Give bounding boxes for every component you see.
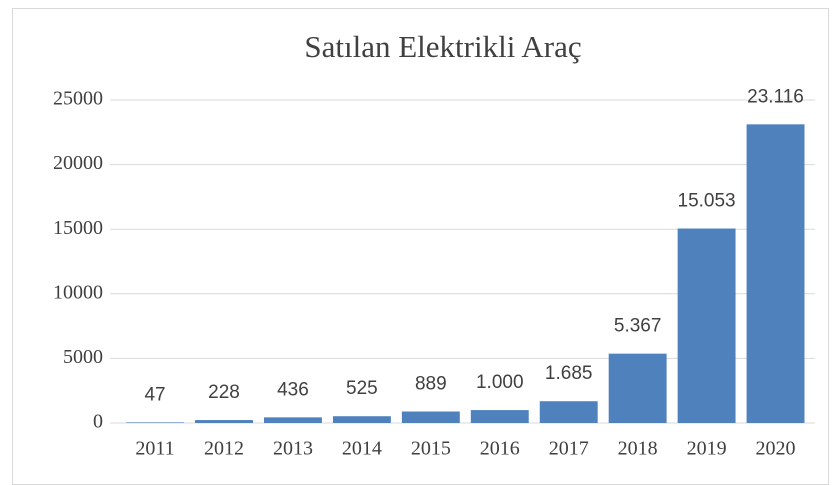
y-tick-label: 5000 (63, 346, 103, 368)
chart-title: Satılan Elektrikli Araç (304, 29, 581, 64)
x-tick-label: 2012 (204, 438, 244, 460)
x-tick-label: 2013 (273, 438, 313, 460)
data-label: 525 (346, 378, 378, 399)
data-label: 15.053 (678, 191, 736, 212)
y-tick-label: 0 (93, 411, 103, 433)
x-tick-label: 2016 (480, 438, 520, 460)
y-tick-label: 10000 (53, 281, 103, 303)
bar (332, 416, 391, 423)
data-label: 47 (144, 384, 165, 405)
bar (470, 410, 529, 423)
bar (608, 353, 667, 423)
data-label: 228 (208, 382, 240, 403)
data-label: 23.116 (747, 86, 804, 107)
y-tick-label: 15000 (53, 217, 103, 239)
bar (263, 417, 322, 423)
x-tick-label: 2017 (549, 438, 589, 460)
data-label: 5.367 (614, 316, 662, 337)
x-tick-label: 2020 (756, 438, 796, 460)
bar (746, 124, 805, 423)
x-tick-label: 2018 (618, 438, 658, 460)
x-tick-label: 2014 (342, 438, 382, 460)
x-tick-label: 2015 (411, 438, 451, 460)
data-label: 889 (415, 374, 447, 395)
data-label: 436 (277, 379, 309, 400)
y-tick-label: 20000 (53, 152, 103, 174)
bar (195, 420, 253, 423)
bar (677, 228, 736, 423)
y-tick-label: 25000 (53, 88, 103, 110)
x-tick-label: 2011 (135, 438, 174, 460)
bar (539, 401, 598, 423)
bar (126, 422, 185, 423)
bar (401, 411, 460, 423)
x-tick-label: 2019 (687, 438, 727, 460)
data-label: 1.000 (476, 372, 524, 393)
data-label: 1.685 (545, 363, 593, 384)
